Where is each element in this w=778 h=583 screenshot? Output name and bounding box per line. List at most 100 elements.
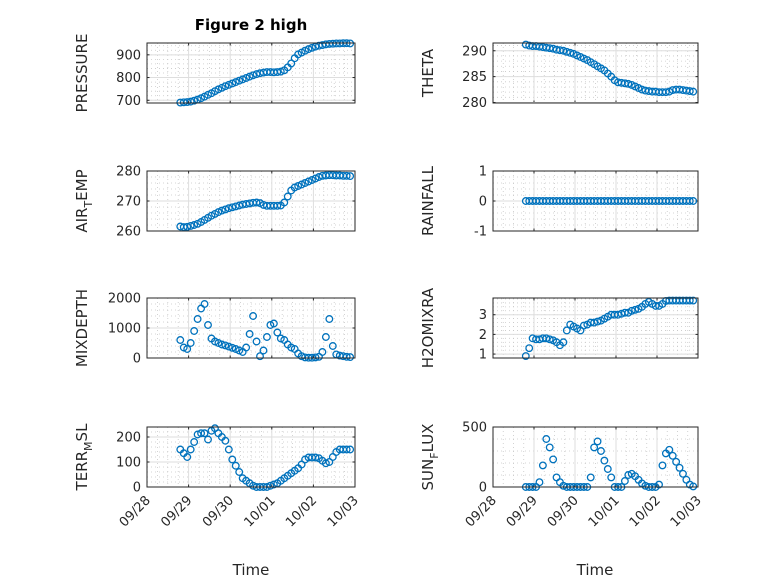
axes-box (492, 426, 699, 488)
data-point (217, 340, 226, 349)
data-point (328, 342, 337, 350)
data-point (311, 453, 320, 462)
x-tick-label: 09/28 (117, 493, 154, 530)
data-point (190, 327, 199, 335)
y-tick-label: 900 (116, 48, 141, 63)
subplot-terr-msl: 09/28 09/29 09/30 10/01 10/02 10/03 0 100 200 TER… (73, 423, 362, 530)
data-point (221, 82, 230, 91)
y-tick-label: 200 (116, 431, 141, 446)
data-point (614, 310, 622, 319)
data-point (190, 221, 199, 229)
data-point (231, 202, 240, 211)
data-point (242, 343, 251, 352)
data-point (308, 43, 316, 52)
data-point (689, 296, 698, 305)
subplot-air-temp: 260 270 280 AIRTEMP (73, 165, 356, 240)
x-axis-label-left: Time (232, 561, 270, 579)
data-point (280, 198, 289, 207)
data-point (228, 455, 237, 464)
data-point (245, 330, 254, 338)
data-point (579, 321, 588, 330)
data-point (655, 480, 663, 489)
data-point (256, 352, 264, 361)
y-axis-label: AIRTEMP (73, 169, 95, 232)
data-point (689, 87, 698, 96)
subplot-mixdepth: 0 1000 2000 MIXDEPTH (73, 289, 356, 367)
data-point (238, 75, 247, 84)
data-point (204, 321, 212, 329)
data-point (665, 445, 674, 454)
y-axis-label: SUNFLUX (419, 424, 441, 491)
data-point (346, 172, 355, 181)
axes-box (146, 426, 356, 488)
data-point (321, 333, 330, 341)
axes-box (492, 42, 699, 104)
data-point (186, 339, 195, 347)
data-point (593, 437, 602, 446)
data-point (342, 445, 351, 454)
data-point (193, 315, 202, 323)
data-point (542, 435, 551, 443)
data-point (235, 76, 244, 85)
label-text: AIR (73, 208, 91, 233)
data-point (262, 333, 271, 341)
data-point (679, 469, 687, 478)
data-point (221, 341, 230, 350)
data-point (661, 88, 670, 97)
plot-area (493, 427, 698, 487)
y-tick-label: 260 (116, 225, 141, 240)
data-point (259, 346, 268, 355)
data-point (266, 481, 275, 490)
label-subscript: M (82, 441, 95, 451)
x-tick-label: 09/28 (463, 493, 500, 530)
y-tick-label: 280 (462, 96, 487, 111)
x-axis-label-right: Time (576, 561, 614, 579)
y-tick-label: 280 (116, 165, 141, 180)
data-point (287, 59, 296, 68)
data-point (304, 45, 313, 54)
data-point (228, 79, 237, 88)
x-tick-label: 10/01 (586, 493, 623, 530)
subplot-sun-flux: 09/28 09/29 09/30 10/01 10/02 10/03 0 500 SUNFLU… (419, 421, 705, 531)
data-point (620, 477, 629, 485)
y-tick-label: 285 (462, 70, 487, 85)
data-point (689, 197, 698, 205)
figure-title: Figure 2 high (195, 16, 308, 34)
data-point (186, 221, 195, 230)
data-point (325, 315, 334, 323)
label-text: TERR (73, 451, 91, 492)
x-tick-label: 09/29 (158, 493, 195, 530)
data-point (651, 301, 660, 310)
subplot-pressure: 700 800 900 PRESSURE (73, 34, 356, 113)
data-point (228, 203, 237, 212)
data-point (190, 438, 199, 446)
data-point (231, 78, 240, 87)
y-tick-label: 800 (116, 71, 141, 86)
y-tick-label: 2 (479, 328, 487, 343)
data-point (200, 429, 209, 438)
data-point (685, 296, 694, 305)
data-point (190, 96, 199, 105)
y-axis-label: PRESSURE (73, 34, 91, 113)
x-tick-label: 10/03 (325, 493, 362, 530)
label-text: RAINFALL (419, 165, 437, 236)
x-tick-label: 09/30 (545, 493, 582, 530)
x-tick-label: 10/02 (283, 493, 320, 530)
label-text: EMP (73, 169, 91, 200)
data-point (318, 348, 327, 356)
data-point (200, 300, 209, 308)
data-point (197, 429, 206, 438)
data-point (346, 445, 355, 454)
label-text: PRESSURE (73, 34, 91, 113)
y-tick-label: 1 (479, 348, 487, 363)
data-point (346, 353, 355, 362)
axes-box (146, 42, 356, 104)
data-point (627, 306, 636, 315)
data-point (228, 343, 237, 352)
data-point (242, 74, 251, 82)
data-point (342, 352, 351, 361)
subplot-theta: 280 285 290 THETA (419, 40, 699, 111)
data-point (311, 353, 320, 362)
data-point (525, 344, 534, 353)
